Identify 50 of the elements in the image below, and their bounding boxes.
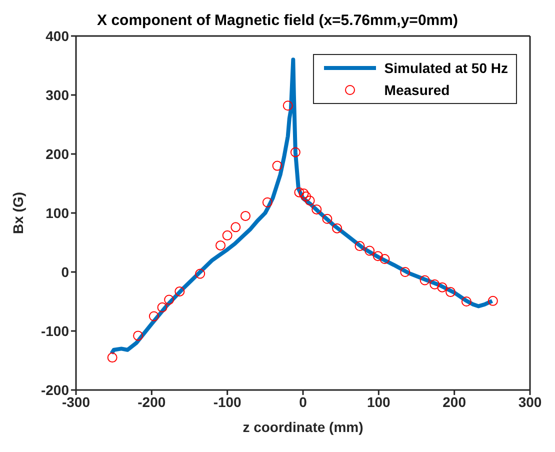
point (222, 230, 232, 240)
point (282, 100, 293, 111)
point (157, 302, 168, 312)
point (372, 251, 383, 262)
point (216, 240, 226, 250)
legend-label: Simulated at 50 Hz (384, 60, 508, 76)
point (148, 311, 159, 322)
y-tick-label: 100 (46, 204, 70, 221)
point (272, 160, 282, 171)
y-tick-label: 300 (46, 86, 70, 103)
point (430, 279, 440, 290)
point (294, 187, 304, 198)
x-tick-label: -200 (138, 394, 166, 410)
point (107, 352, 118, 363)
point (354, 241, 365, 252)
point (446, 287, 456, 298)
point (262, 197, 272, 208)
point (437, 282, 448, 292)
y-tick-label: 400 (46, 28, 70, 44)
point (230, 222, 241, 232)
y-tick-label: 0 (61, 264, 70, 280)
point (420, 275, 430, 286)
x-tick-label: 0 (299, 394, 308, 410)
point (133, 330, 144, 341)
point (488, 296, 498, 306)
point (195, 268, 206, 279)
x-tick-label: 200 (442, 394, 466, 410)
x-tick-label: 100 (366, 394, 391, 410)
point (301, 191, 312, 202)
y-tick-label: -100 (40, 322, 70, 339)
point (461, 296, 472, 306)
x-tick-label: -100 (213, 394, 242, 410)
point (290, 147, 300, 158)
legend-label: Measured (384, 82, 450, 98)
y-axis-title: Bx (G) (10, 192, 26, 234)
x-axis-title: z coordinate (mm) (242, 419, 364, 435)
chart-title: X component of Magnetic field (x=5.76mm,y=0mm) (96, 12, 459, 29)
point (380, 254, 390, 264)
point (400, 267, 410, 277)
point (298, 188, 309, 199)
point (240, 210, 250, 221)
point (174, 286, 185, 296)
point (322, 214, 332, 224)
point (304, 196, 315, 206)
point (364, 246, 375, 256)
point (164, 294, 174, 305)
point (332, 223, 342, 234)
point (312, 204, 322, 214)
y-tick-label: 200 (46, 146, 70, 162)
x-tick-label: 300 (518, 394, 542, 410)
